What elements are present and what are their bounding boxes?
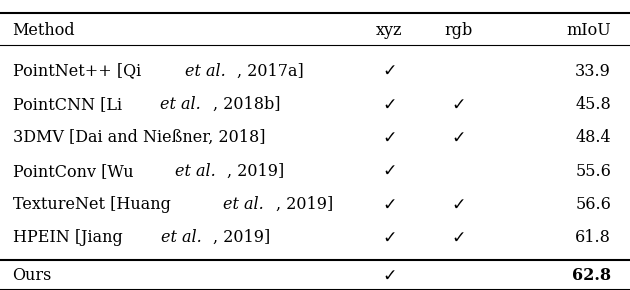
Text: ✓: ✓ bbox=[451, 129, 466, 147]
Text: ✓: ✓ bbox=[382, 195, 397, 213]
Text: mIoU: mIoU bbox=[566, 22, 611, 39]
Text: 61.8: 61.8 bbox=[575, 229, 611, 246]
Text: , 2019]: , 2019] bbox=[227, 163, 285, 180]
Text: et al.: et al. bbox=[223, 196, 264, 213]
Text: xyz: xyz bbox=[376, 22, 403, 39]
Text: TextureNet [Huang: TextureNet [Huang bbox=[13, 196, 176, 213]
Text: 33.9: 33.9 bbox=[575, 63, 611, 79]
Text: et al.: et al. bbox=[185, 63, 226, 79]
Text: ✓: ✓ bbox=[382, 267, 397, 284]
Text: 62.8: 62.8 bbox=[572, 267, 611, 284]
Text: , 2019]: , 2019] bbox=[275, 196, 333, 213]
Text: PointConv [Wu: PointConv [Wu bbox=[13, 163, 139, 180]
Text: 56.6: 56.6 bbox=[575, 196, 611, 213]
Text: ✓: ✓ bbox=[382, 62, 397, 80]
Text: ✓: ✓ bbox=[451, 195, 466, 213]
Text: 45.8: 45.8 bbox=[575, 96, 611, 113]
Text: ✓: ✓ bbox=[382, 229, 397, 247]
Text: ✓: ✓ bbox=[382, 95, 397, 113]
Text: ✓: ✓ bbox=[451, 95, 466, 113]
Text: HPEIN [Jiang: HPEIN [Jiang bbox=[13, 229, 127, 246]
Text: 55.6: 55.6 bbox=[575, 163, 611, 180]
Text: PointNet++ [Qi: PointNet++ [Qi bbox=[13, 63, 146, 79]
Text: Method: Method bbox=[13, 22, 75, 39]
Text: 48.4: 48.4 bbox=[575, 129, 611, 146]
Text: et al.: et al. bbox=[160, 96, 201, 113]
Text: rgb: rgb bbox=[445, 22, 472, 39]
Text: 3DMV [Dai and Nießner, 2018]: 3DMV [Dai and Nießner, 2018] bbox=[13, 129, 265, 146]
Text: ✓: ✓ bbox=[382, 129, 397, 147]
Text: ✓: ✓ bbox=[382, 162, 397, 180]
Text: , 2017a]: , 2017a] bbox=[238, 63, 304, 79]
Text: , 2018b]: , 2018b] bbox=[212, 96, 280, 113]
Text: Ours: Ours bbox=[13, 267, 52, 284]
Text: ✓: ✓ bbox=[451, 229, 466, 247]
Text: et al.: et al. bbox=[161, 229, 202, 246]
Text: PointCNN [Li: PointCNN [Li bbox=[13, 96, 127, 113]
Text: , 2019]: , 2019] bbox=[214, 229, 271, 246]
Text: et al.: et al. bbox=[175, 163, 215, 180]
